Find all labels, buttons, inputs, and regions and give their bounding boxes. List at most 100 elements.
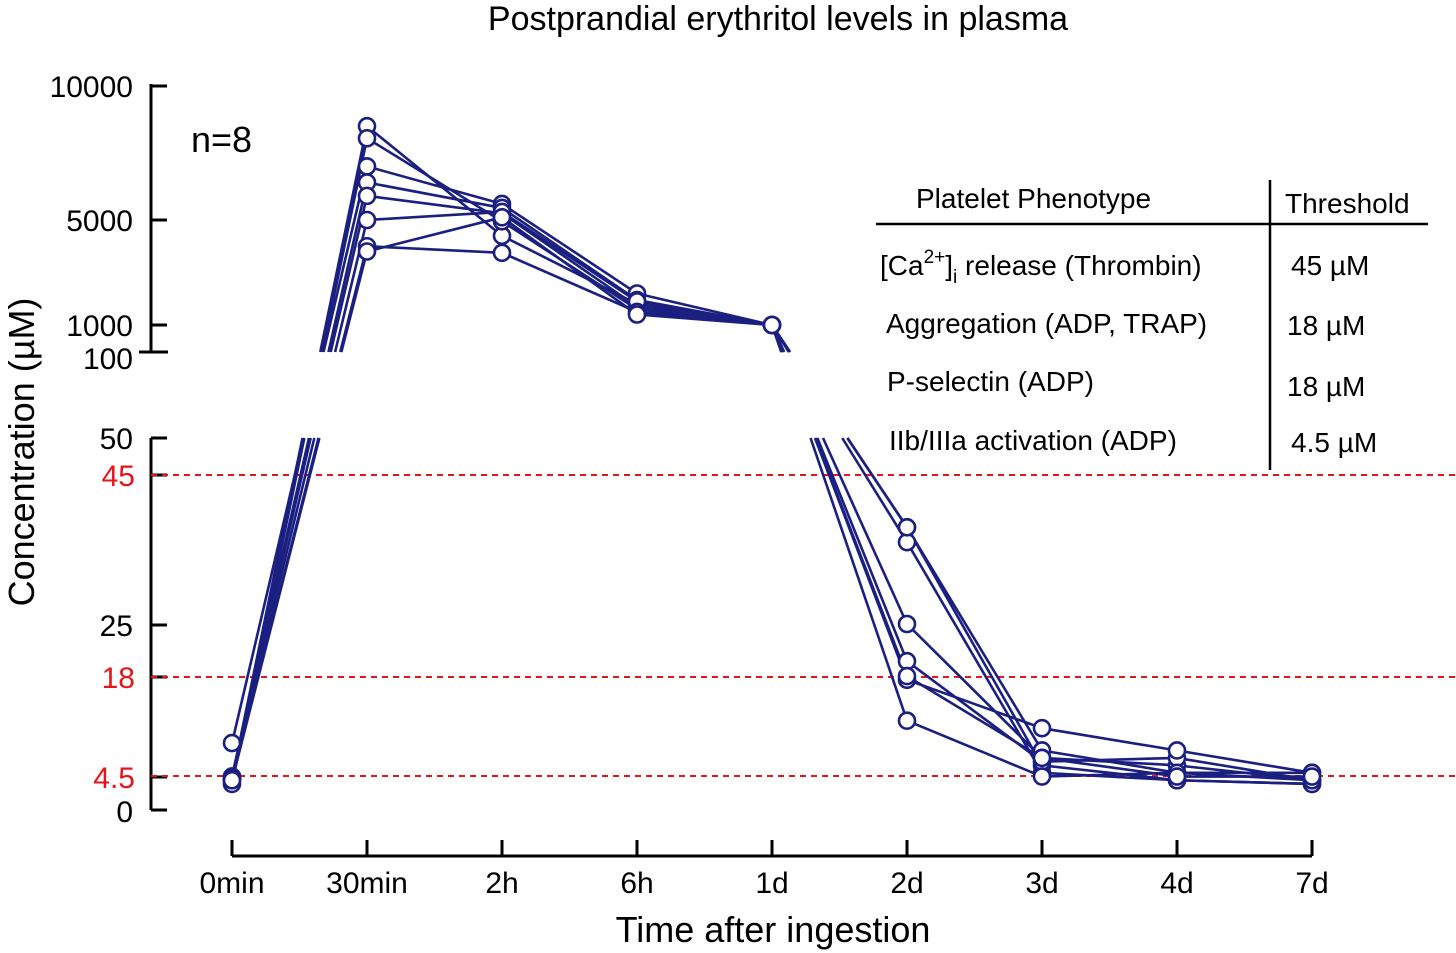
- series-2-segment-5-2: [841, 437, 909, 543]
- series-8-point-3d: [1032, 748, 1052, 768]
- series-8-point-2h: [492, 208, 512, 227]
- series-8-segment-7-1: [1041, 756, 1178, 778]
- series-7-point-2d: [897, 711, 917, 731]
- series-3-segment-8-1: [1176, 778, 1313, 786]
- y-axis-label: Concentration (µM): [1, 298, 42, 607]
- series-3-segment-2-1: [366, 165, 503, 206]
- table-row-2-threshold: 18 µM: [1287, 310, 1365, 341]
- x-tick-label-2d: 2d: [890, 867, 923, 900]
- y-tick-label-10000: 10000: [50, 71, 133, 104]
- y-tick-label-5000: 5000: [66, 205, 133, 238]
- series-8-point-2d: [897, 666, 917, 686]
- series-4-segment-1-2: [327, 182, 369, 353]
- series-2-segment-1-2: [321, 137, 369, 353]
- series-3-segment-5-2: [846, 437, 909, 529]
- series-7-segment-6-1: [906, 719, 1043, 778]
- table-row-3-phenotype: P-selectin (ADP): [887, 366, 1094, 397]
- series-8-point-0min: [222, 770, 242, 790]
- x-tick-label-3d: 3d: [1025, 867, 1058, 900]
- series-6-segment-2-1: [366, 210, 503, 222]
- y-tick-label-0: 0: [116, 796, 133, 829]
- x-tick-label-0min: 0min: [199, 867, 264, 900]
- series-4-segment-7-1: [1041, 756, 1178, 767]
- sample-size-annotation: n=8: [191, 119, 252, 160]
- series-8-segment-1-2: [340, 251, 369, 353]
- y-tick-label-100: 100: [83, 343, 133, 376]
- series-8-segment-6-1: [906, 674, 1043, 760]
- x-tick-label-4d: 4d: [1160, 867, 1193, 900]
- series-6-segment-7-1: [1041, 726, 1178, 752]
- series-8-point-7d: [1302, 767, 1322, 786]
- x-tick-label-7d: 7d: [1295, 867, 1328, 900]
- table-row-2-phenotype: Aggregation (ADP, TRAP): [886, 308, 1207, 339]
- series-4-segment-2-1: [366, 181, 503, 210]
- x-tick-label-30min: 30min: [326, 867, 408, 900]
- series-5-segment-5-2: [816, 437, 909, 662]
- series-6-point-4d: [1167, 741, 1187, 760]
- x-tick-label-1d: 1d: [755, 867, 788, 900]
- series-5-segment-3-1: [501, 212, 638, 308]
- series-4-segment-5-2: [821, 437, 909, 625]
- series-6-point-3d: [1032, 718, 1052, 738]
- series-8-segment-2-1: [366, 216, 503, 253]
- series-8-point-30min: [357, 242, 377, 261]
- series-4-point-2d: [897, 614, 917, 634]
- table-header-phenotype: Platelet Phenotype: [916, 183, 1151, 214]
- y-tick-label-50: 50: [100, 423, 133, 456]
- threshold-labels: 45 18 4.5: [93, 460, 135, 795]
- x-tick-label-2h: 2h: [485, 867, 518, 900]
- x-axis: [230, 840, 1314, 858]
- series-8-segment-3-1: [501, 216, 638, 316]
- series-6-segment-6-1: [906, 678, 1043, 730]
- series-8-point-6h: [627, 305, 647, 324]
- y-tick-label-1000: 1000: [66, 310, 133, 343]
- chart-title: Postprandial erythritol levels in plasma: [488, 0, 1068, 38]
- series-5-point-30min: [357, 186, 377, 206]
- series-6-segment-4-1: [636, 300, 773, 327]
- series-7-segment-2-1: [366, 244, 503, 255]
- series-3-segment-3-1: [501, 202, 638, 295]
- table-row-4-threshold: 4.5 µM: [1291, 427, 1377, 458]
- series-points: [222, 116, 1322, 794]
- y-axis: [139, 84, 168, 812]
- x-tick-labels: 0min 30min 2h 6h 1d 2d 3d 4d 7d: [199, 867, 1328, 900]
- series-4-segment-3-1: [501, 206, 638, 302]
- x-tick-label-6h: 6h: [620, 867, 653, 900]
- threshold-lines: [151, 474, 1456, 777]
- series-4-segment-6-1: [906, 623, 1043, 759]
- threshold-label-18: 18: [102, 662, 135, 695]
- threshold-label-4-5: 4.5: [93, 762, 135, 795]
- table-row-1-phenotype: [Ca2+]i release (Thrombin): [880, 247, 1202, 288]
- series-3-segment-6-1: [905, 526, 1044, 767]
- series-3-point-2d: [897, 517, 917, 537]
- series-lines: [230, 125, 1313, 786]
- y-tick-label-25: 25: [100, 610, 133, 643]
- series-8-point-4d: [1167, 767, 1187, 786]
- series-6-segment-3-1: [501, 210, 638, 303]
- series-8-point-1d: [762, 315, 782, 335]
- series-8-segment-1-1: [230, 437, 321, 781]
- series-6-point-30min: [357, 210, 377, 230]
- series-2-point-30min: [357, 128, 377, 148]
- series-7-segment-5-2: [809, 437, 909, 722]
- series-5-segment-2-1: [366, 194, 503, 215]
- table-row-3-threshold: 18 µM: [1287, 371, 1365, 402]
- series-7-point-2h: [492, 243, 512, 263]
- table-row-1-threshold: 45 µM: [1291, 250, 1369, 281]
- series-7-segment-3-1: [501, 251, 638, 314]
- series-3-point-0min: [222, 733, 242, 753]
- series-8-segment-5-2: [814, 437, 909, 677]
- series-3-segment-7-1: [1041, 764, 1178, 782]
- x-axis-label: Time after ingestion: [616, 909, 931, 950]
- series-6-segment-8-1: [1176, 749, 1313, 775]
- table-row-4-phenotype: IIb/IIIa activation (ADP): [889, 425, 1177, 456]
- series-3-point-30min: [357, 157, 377, 176]
- table-header-threshold: Threshold: [1285, 188, 1410, 219]
- series-3-segment-1-1: [230, 437, 305, 744]
- phenotype-table: Platelet Phenotype Threshold [Ca2+]i rel…: [876, 180, 1428, 470]
- series-7-point-3d: [1032, 767, 1052, 786]
- y-tick-labels: 10000 5000 1000 100 50 25 0: [50, 71, 133, 829]
- series-8-segment-4-1: [636, 313, 773, 327]
- threshold-label-45: 45: [102, 460, 135, 493]
